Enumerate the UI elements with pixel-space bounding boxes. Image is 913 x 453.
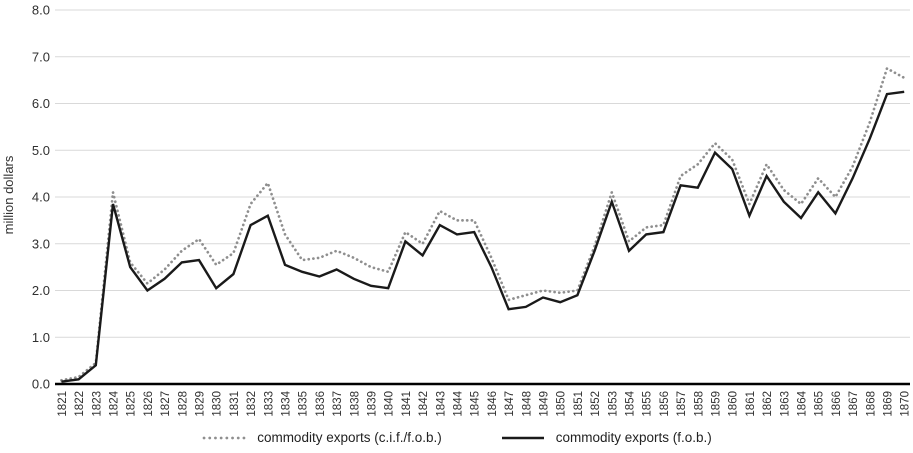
- x-tick-label: 1831: [229, 391, 241, 417]
- x-tick-label: 1822: [74, 391, 86, 417]
- x-tick-label: 1854: [625, 390, 637, 416]
- x-tick-label: 1821: [57, 391, 69, 417]
- y-tick-label: 8.0: [32, 3, 50, 18]
- x-tick-label: 1862: [762, 391, 774, 417]
- x-tick-label: 1870: [900, 391, 912, 417]
- x-tick-label: 1844: [453, 390, 465, 416]
- y-tick-label: 1.0: [32, 330, 50, 345]
- legend-label-fob: commodity exports (f.o.b.): [555, 430, 712, 445]
- x-tick-label: 1853: [607, 391, 619, 417]
- x-tick-label: 1829: [195, 391, 207, 417]
- legend-item-cif: commodity exports (c.i.f./f.o.b.): [201, 430, 442, 445]
- x-tick-label: 1834: [281, 390, 293, 416]
- x-tick-label: 1863: [779, 391, 791, 417]
- x-tick-label: 1866: [831, 391, 843, 417]
- x-tick-label: 1850: [556, 391, 568, 417]
- plot-area: 0.0 1.0 2.0 3.0 4.0 5.0 6.0 7.0 8.0 1821 1822 1823 1…: [32, 3, 912, 417]
- legend-label-cif: commodity exports (c.i.f./f.o.b.): [257, 430, 442, 445]
- legend-item-fob: commodity exports (f.o.b.): [500, 430, 712, 445]
- legend: commodity exports (c.i.f./f.o.b.) commod…: [0, 430, 913, 445]
- x-tick-label: 1845: [470, 391, 482, 417]
- x-tick-label: 1852: [590, 391, 602, 417]
- y-tick-label: 5.0: [32, 143, 50, 158]
- x-tick-label: 1859: [711, 391, 723, 417]
- x-tick-label: 1826: [143, 391, 155, 417]
- x-tick-label: 1851: [573, 391, 585, 417]
- x-tick-label: 1828: [177, 391, 189, 417]
- x-tick-label: 1839: [367, 391, 379, 417]
- series-line-cif: [60, 67, 906, 382]
- x-tick-label: 1838: [349, 391, 361, 417]
- x-tick-label: 1842: [418, 391, 430, 417]
- y-tick-label: 2.0: [32, 283, 50, 298]
- x-tick-label: 1868: [865, 391, 877, 417]
- y-tick-label: 3.0: [32, 236, 50, 251]
- x-tick-label: 1849: [539, 391, 551, 417]
- x-tick-label: 1847: [504, 391, 516, 417]
- dotted-line-swatch: [202, 436, 246, 439]
- x-tick-label: 1861: [745, 391, 757, 417]
- x-tick-label: 1832: [246, 391, 258, 417]
- x-tick-label: 1865: [814, 391, 826, 417]
- x-tick-label: 1825: [126, 391, 138, 417]
- solid-line-swatch: [501, 436, 544, 439]
- x-tick-label: 1827: [160, 391, 172, 417]
- x-tick-label: 1835: [298, 391, 310, 417]
- x-tick-label: 1841: [401, 391, 413, 417]
- x-tick-label: 1869: [883, 391, 895, 417]
- x-tick-label: 1823: [91, 391, 103, 417]
- x-tick-label: 1855: [642, 391, 654, 417]
- y-tick-label: 4.0: [32, 190, 50, 205]
- x-tick-label: 1848: [521, 391, 533, 417]
- x-tick-label: 1836: [315, 391, 327, 417]
- x-tick-label: 1860: [728, 391, 740, 417]
- x-tick-label: 1858: [693, 391, 705, 417]
- x-tick-label: 1830: [212, 391, 224, 417]
- x-tick-label: 1843: [435, 391, 447, 417]
- x-tick-label: 1867: [848, 391, 860, 417]
- x-tick-label: 1857: [676, 391, 688, 417]
- series-line-fob: [61, 90, 905, 383]
- x-tick-label: 1824: [109, 390, 121, 416]
- y-tick-label: 6.0: [32, 96, 50, 111]
- x-tick-label: 1833: [263, 391, 275, 417]
- y-tick-label: 7.0: [32, 49, 50, 64]
- x-tick-label: 1846: [487, 391, 499, 417]
- x-tick-label: 1840: [384, 391, 396, 417]
- x-tick-label: 1856: [659, 391, 671, 417]
- y-tick-label: 0.0: [32, 377, 50, 392]
- x-tick-label: 1864: [797, 390, 809, 416]
- x-tick-label: 1837: [332, 391, 344, 417]
